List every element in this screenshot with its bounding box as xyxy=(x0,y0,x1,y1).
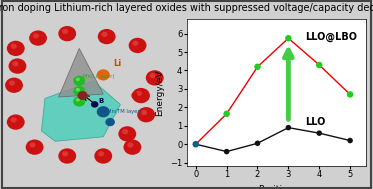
Point xyxy=(224,150,230,153)
Circle shape xyxy=(62,29,68,34)
Y-axis label: Energy/eV: Energy/eV xyxy=(156,69,164,116)
Circle shape xyxy=(127,142,134,148)
Circle shape xyxy=(73,76,85,86)
Circle shape xyxy=(62,151,68,156)
Text: O: O xyxy=(131,91,138,101)
Circle shape xyxy=(122,129,128,134)
Point xyxy=(316,132,322,135)
X-axis label: Position: Position xyxy=(258,185,294,189)
Circle shape xyxy=(76,77,80,81)
Point xyxy=(224,112,230,115)
Text: Mn(Li layer): Mn(Li layer) xyxy=(83,74,114,79)
Point xyxy=(347,139,353,142)
Point xyxy=(193,143,199,146)
Circle shape xyxy=(146,70,164,86)
Circle shape xyxy=(10,43,17,49)
Circle shape xyxy=(91,101,98,108)
Circle shape xyxy=(76,98,80,102)
Text: B: B xyxy=(98,98,103,104)
Text: Li: Li xyxy=(113,59,122,68)
Point xyxy=(285,126,291,129)
Circle shape xyxy=(94,148,112,164)
Point xyxy=(254,65,260,68)
Circle shape xyxy=(132,88,150,103)
Circle shape xyxy=(98,151,104,156)
Circle shape xyxy=(97,69,110,81)
Circle shape xyxy=(7,114,25,130)
Circle shape xyxy=(105,118,115,126)
Circle shape xyxy=(5,77,23,93)
Point xyxy=(347,93,353,96)
Polygon shape xyxy=(59,48,103,97)
Text: LLO: LLO xyxy=(305,117,326,127)
Point xyxy=(285,37,291,40)
Circle shape xyxy=(9,80,15,86)
Circle shape xyxy=(136,91,142,96)
Circle shape xyxy=(73,86,85,96)
Circle shape xyxy=(118,126,136,142)
Text: LLO@LBO: LLO@LBO xyxy=(305,32,357,42)
Circle shape xyxy=(33,33,39,39)
Circle shape xyxy=(73,96,85,107)
Circle shape xyxy=(26,139,44,155)
Circle shape xyxy=(97,106,110,117)
Circle shape xyxy=(98,29,116,44)
Circle shape xyxy=(150,73,156,78)
Circle shape xyxy=(137,107,155,122)
Circle shape xyxy=(76,88,80,91)
Circle shape xyxy=(101,32,108,37)
Circle shape xyxy=(12,61,19,67)
Circle shape xyxy=(123,139,141,155)
Circle shape xyxy=(9,58,26,74)
Circle shape xyxy=(58,148,76,164)
Point xyxy=(316,64,322,67)
Circle shape xyxy=(129,38,147,53)
Circle shape xyxy=(78,91,88,100)
Text: Mn(TM layer): Mn(TM layer) xyxy=(107,109,141,114)
Circle shape xyxy=(58,26,76,41)
Text: Boron doping Lithium-rich layered oxides with suppressed voltage/capacity decay: Boron doping Lithium-rich layered oxides… xyxy=(0,3,373,13)
Polygon shape xyxy=(41,81,120,141)
Circle shape xyxy=(10,117,17,122)
Point xyxy=(254,142,260,145)
Circle shape xyxy=(7,41,25,56)
Circle shape xyxy=(132,41,139,46)
Circle shape xyxy=(141,110,147,115)
Point xyxy=(193,143,199,146)
Circle shape xyxy=(29,142,36,148)
Circle shape xyxy=(29,30,47,46)
